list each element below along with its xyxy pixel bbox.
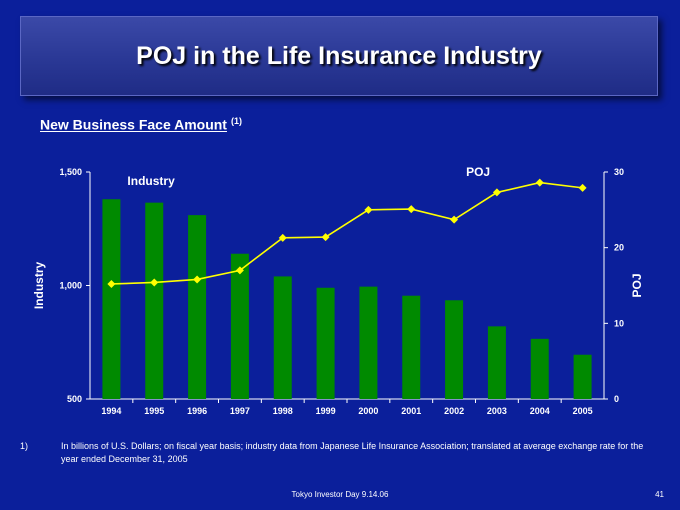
poj-point <box>278 233 287 242</box>
industry-bar <box>402 295 421 399</box>
poj-point <box>578 183 587 192</box>
footer-text: Tokyo Investor Day 9.14.06 <box>291 490 389 499</box>
poj-series-label: POJ <box>466 165 490 179</box>
x-tick-label: 2000 <box>358 406 378 416</box>
page-number: 41 <box>655 490 664 499</box>
x-tick-label: 2003 <box>487 406 507 416</box>
right-tick-label: 20 <box>614 243 624 253</box>
left-tick-label: 1,500 <box>59 167 82 177</box>
title-bar: POJ in the Life Insurance Industry <box>20 16 658 96</box>
poj-point <box>321 233 330 242</box>
x-tick-label: 2001 <box>401 406 421 416</box>
footnote-number: 1) <box>20 441 29 451</box>
x-tick-label: 1997 <box>230 406 250 416</box>
industry-bar <box>359 286 378 399</box>
poj-point <box>407 205 416 214</box>
chart-subtitle: New Business Face Amount (1) <box>40 116 242 133</box>
poj-line <box>111 181 583 285</box>
left-axis-title: Industry <box>32 262 46 310</box>
right-axis-title: POJ <box>630 273 644 297</box>
poj-point <box>150 278 159 287</box>
subtitle-text: New Business Face Amount <box>40 116 227 133</box>
poj-point <box>235 266 244 275</box>
industry-bar <box>316 287 335 399</box>
industry-bar <box>487 326 506 399</box>
industry-bar <box>230 253 249 399</box>
industry-bar <box>445 300 464 399</box>
industry-bar <box>145 202 164 399</box>
poj-point <box>364 205 373 214</box>
footnote-text: In billions of U.S. Dollars; on fiscal y… <box>61 441 644 464</box>
right-tick-label: 0 <box>614 394 619 404</box>
right-tick-label: 30 <box>614 167 624 177</box>
subtitle-footnote-ref: (1) <box>230 116 242 126</box>
left-tick-label: 1,000 <box>59 281 82 291</box>
x-tick-label: 2002 <box>444 406 464 416</box>
page-title: POJ in the Life Insurance Industry <box>136 42 542 70</box>
x-tick-label: 1995 <box>144 406 164 416</box>
x-tick-label: 1999 <box>316 406 336 416</box>
poj-point <box>492 188 501 197</box>
x-tick-label: 2005 <box>573 406 593 416</box>
left-tick-label: 500 <box>67 394 82 404</box>
poj-point <box>450 215 459 224</box>
industry-bar <box>273 276 292 399</box>
right-tick-label: 10 <box>614 318 624 328</box>
industry-series-label: Industry <box>127 174 175 188</box>
industry-bar <box>188 215 207 399</box>
x-tick-label: 1996 <box>187 406 207 416</box>
poj-point <box>193 275 202 284</box>
poj-point <box>535 178 544 187</box>
x-tick-label: 1994 <box>101 406 121 416</box>
poj-point <box>107 279 116 288</box>
industry-bar <box>573 354 592 399</box>
combo-chart: 500 1,000 1,500 0 10 20 30 1994 1995 1996 1997 1998… <box>32 165 644 416</box>
industry-bar <box>530 338 549 399</box>
x-tick-label: 1998 <box>273 406 293 416</box>
x-tick-label: 2004 <box>530 406 550 416</box>
industry-bar <box>102 199 121 399</box>
